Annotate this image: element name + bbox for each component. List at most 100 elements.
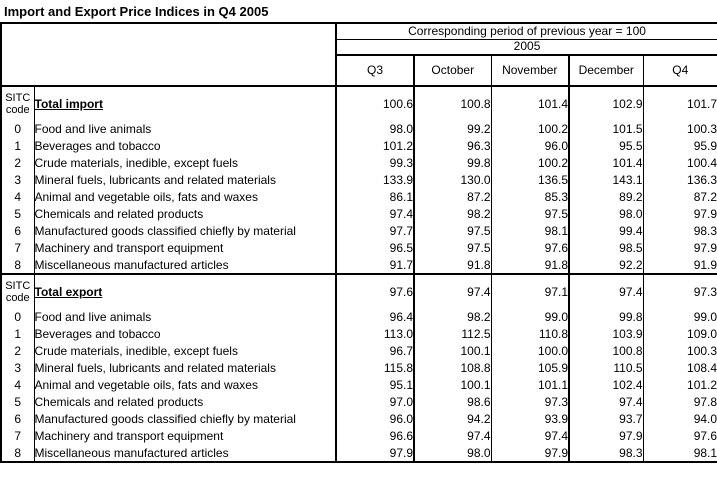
row-category-label: Crude materials, inedible, except fuels (34, 343, 337, 360)
row-value: 97.8 (693, 395, 717, 409)
section-total-value: 97.6 (336, 273, 415, 309)
row-value: 91.8 (414, 257, 492, 274)
table-row: 0 Food and live animals 96.4 98.2 99.0 99.8 99… (1, 309, 717, 326)
row-value: 109.0 (687, 327, 717, 341)
row-value: 101.5 (569, 121, 644, 138)
row-value: 110.8 (491, 326, 570, 343)
page-title: Import and Export Price Indices in Q4 20… (4, 4, 269, 19)
row-value: 98.0 (414, 445, 492, 462)
row-value: 94.0 (693, 412, 717, 426)
header-columns-row: Q3 October November December Q4 (1, 55, 717, 87)
section-total-label: Total export (34, 284, 103, 299)
row-value: 94.2 (414, 411, 492, 428)
section-total-row: SITC code Total import 100.6 100.8 101.4 102.9… (1, 85, 717, 121)
table-row: 6 Manufactured goods classified chiefly b… (1, 411, 717, 428)
section-total-value: 100.6 (336, 85, 415, 121)
row-value: 98.1 (491, 223, 570, 240)
row-sitc-code: 3 (1, 360, 35, 377)
sitc-code-header: SITC code (1, 273, 35, 309)
table-row: 2 Crude materials, inedible, except fuels… (1, 155, 717, 172)
row-value: 87.2 (414, 189, 492, 206)
row-value: 108.4 (687, 361, 717, 375)
row-value: 99.8 (414, 155, 492, 172)
row-sitc-code: 5 (1, 206, 35, 223)
row-value: 98.2 (414, 206, 492, 223)
row-value: 96.7 (336, 343, 415, 360)
header-note-row: Corresponding period of previous year = … (1, 23, 717, 86)
row-value: 91.9 (693, 257, 717, 272)
header-note: Corresponding period of previous year = … (336, 23, 717, 40)
row-value: 97.0 (336, 394, 415, 411)
row-sitc-code: 2 (1, 343, 35, 360)
row-value: 91.7 (336, 257, 415, 274)
section-total-label-cell: Total export (34, 273, 337, 309)
section-total-value: 102.9 (569, 85, 644, 121)
table-row: 8 Miscellaneous manufactured articles 97.9… (1, 445, 717, 462)
row-sitc-code: 8 (1, 445, 35, 462)
row-value: 103.9 (569, 326, 644, 343)
table-row: 8 Miscellaneous manufactured articles 91.7… (1, 257, 717, 274)
row-value: 97.9 (336, 445, 415, 462)
row-category-label: Beverages and tobacco (34, 138, 337, 155)
row-value: 97.7 (336, 223, 415, 240)
row-value: 97.5 (414, 240, 492, 257)
section-total-value: 101.4 (491, 85, 570, 121)
row-value: 97.6 (693, 429, 717, 443)
row-value: 85.3 (491, 189, 570, 206)
row-value: 102.4 (569, 377, 644, 394)
row-value: 93.9 (491, 411, 570, 428)
row-value: 99.8 (569, 309, 644, 326)
row-value: 100.1 (414, 377, 492, 394)
row-value: 97.9 (491, 445, 570, 462)
row-category-label: Food and live animals (34, 309, 337, 326)
section-total-value: 97.3 (643, 273, 717, 309)
column-header-october: October (414, 55, 492, 87)
row-value: 96.3 (414, 138, 492, 155)
table-row: 3 Mineral fuels, lubricants and related m… (1, 360, 717, 377)
row-sitc-code: 4 (1, 189, 35, 206)
row-category-label: Mineral fuels, lubricants and related ma… (34, 360, 337, 377)
row-value: 92.2 (569, 257, 644, 274)
row-category-label: Miscellaneous manufactured articles (34, 445, 337, 462)
section-total-value: 97.1 (491, 273, 570, 309)
row-value: 101.2 (336, 138, 415, 155)
sitc-code-header-line1: SITC (5, 280, 31, 292)
row-value: 100.2 (491, 155, 570, 172)
row-category-label: Mineral fuels, lubricants and related ma… (34, 172, 337, 189)
section-total-value: 97.4 (414, 273, 492, 309)
row-value: 136.5 (491, 172, 570, 189)
row-value: 115.8 (336, 360, 415, 377)
row-sitc-code: 8 (1, 257, 35, 274)
row-value: 100.0 (491, 343, 570, 360)
row-sitc-code: 6 (1, 411, 35, 428)
row-sitc-code: 6 (1, 223, 35, 240)
column-header-december: December (569, 55, 644, 87)
row-value: 96.0 (336, 411, 415, 428)
column-header-q4: Q4 (643, 55, 717, 87)
row-value: 113.0 (336, 326, 415, 343)
row-value: 101.1 (491, 377, 570, 394)
row-value: 89.2 (569, 189, 644, 206)
table-row: 7 Machinery and transport equipment 96.6 97… (1, 428, 717, 445)
row-value: 97.3 (491, 394, 570, 411)
header-year-row: 2005 (1, 39, 717, 56)
row-sitc-code: 3 (1, 172, 35, 189)
section-total-value: 97.4 (569, 273, 644, 309)
row-value: 96.6 (336, 428, 415, 445)
sitc-code-header: SITC code (1, 85, 35, 121)
row-value: 97.4 (569, 394, 644, 411)
table-row: 1 Beverages and tobacco 113.0 112.5 110.8 103… (1, 326, 717, 343)
row-category-label: Animal and vegetable oils, fats and waxe… (34, 377, 337, 394)
row-value: 95.5 (569, 138, 644, 155)
row-value: 133.9 (336, 172, 415, 189)
row-value: 95.9 (693, 139, 717, 153)
row-value: 99.4 (569, 223, 644, 240)
row-value: 96.0 (491, 138, 570, 155)
column-header-q3: Q3 (336, 55, 415, 87)
row-category-label: Chemicals and related products (34, 394, 337, 411)
row-value: 91.8 (491, 257, 570, 274)
row-value: 136.3 (687, 173, 717, 187)
row-category-label: Chemicals and related products (34, 206, 337, 223)
row-category-label: Miscellaneous manufactured articles (34, 257, 337, 274)
row-value: 101.2 (687, 378, 717, 392)
